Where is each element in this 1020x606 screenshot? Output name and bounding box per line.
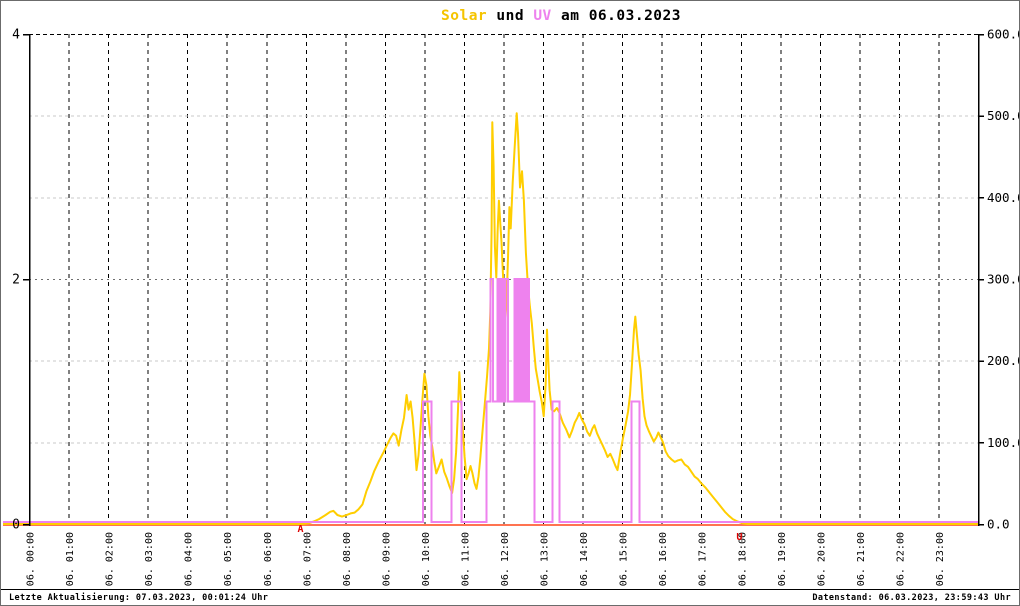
y-left-tick-label: 0 — [12, 518, 20, 533]
x-tick-label: 06. 01:00 — [65, 532, 76, 586]
x-tick-label: 06. 23:00 — [935, 532, 946, 586]
chart-title: Solar und UV am 06.03.2023 — [441, 8, 681, 24]
solar-line — [3, 112, 978, 525]
x-tick-label: 06. 09:00 — [381, 532, 392, 586]
x-tick-label: 06. 22:00 — [895, 532, 906, 586]
x-tick-label: 06. 03:00 — [144, 532, 155, 586]
x-tick-label: 06. 13:00 — [540, 532, 551, 586]
x-tick-label: 06. 21:00 — [856, 532, 867, 586]
data-timestamp-text: Datenstand: 06.03.2023, 23:59:43 Uhr — [812, 593, 1011, 603]
footer-divider — [1, 589, 1019, 590]
x-tick-label: 06. 11:00 — [461, 532, 472, 586]
y-right-tick-label: 0.0 — [987, 517, 1010, 532]
x-tick-label: 06. 14:00 — [579, 532, 590, 586]
x-tick-label: 06. 08:00 — [342, 532, 353, 586]
x-tick-label: 06. 05:00 — [223, 532, 234, 586]
y-left-tick-label: 2 — [12, 273, 20, 288]
x-tick-label: 06. 04:00 — [184, 532, 195, 586]
y-right-tick-label: 500.0 — [987, 108, 1020, 123]
x-tick-label: 06. 20:00 — [816, 532, 827, 586]
sunset-marker: U — [736, 532, 742, 543]
y-right-tick-label: 600.0 — [987, 27, 1020, 42]
y-left-tick-label: 4 — [12, 28, 20, 43]
x-tick-label: 06. 06:00 — [263, 532, 274, 586]
y-right-tick-label: 200.0 — [987, 353, 1020, 368]
chart-title-part: UV — [533, 8, 551, 24]
sunrise-marker: A — [298, 524, 304, 535]
y-right-tick-label: 400.0 — [987, 190, 1020, 205]
last-update-text: Letzte Aktualisierung: 07.03.2023, 00:01… — [9, 593, 269, 603]
chart-title-part: Solar — [441, 8, 487, 24]
x-tick-label: 06. 18:00 — [737, 532, 748, 586]
chart-title-part: am 06.03.2023 — [552, 8, 681, 24]
x-tick-label: 06. 02:00 — [105, 532, 116, 586]
x-tick-label: 06. 07:00 — [302, 532, 313, 586]
y-right-tick-label: 300.0 — [987, 272, 1020, 287]
x-tick-label: 06. 16:00 — [658, 532, 669, 586]
y-right-tick-label: 100.0 — [987, 435, 1020, 450]
x-tick-label: 06. 17:00 — [698, 532, 709, 586]
x-tick-label: 06. 15:00 — [619, 532, 630, 586]
x-tick-label: 06. 00:00 — [26, 532, 37, 586]
chart-title-part: und — [487, 8, 533, 24]
x-tick-label: 06. 19:00 — [777, 532, 788, 586]
x-tick-label: 06. 10:00 — [421, 532, 432, 586]
uv-line — [3, 278, 978, 523]
x-tick-label: 06. 12:00 — [500, 532, 511, 586]
